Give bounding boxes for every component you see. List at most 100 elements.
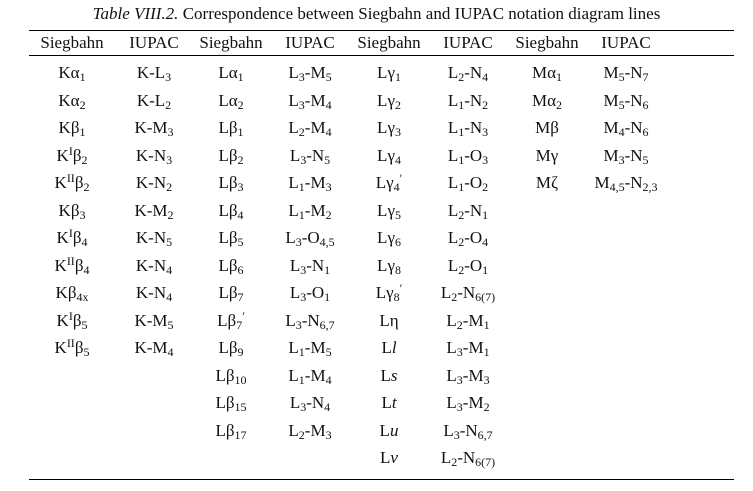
iupac-cell: K-M4 bbox=[134, 338, 174, 359]
column-header-siegbahn: Siegbahn bbox=[515, 33, 579, 52]
header-rule bbox=[29, 55, 734, 56]
siegbahn-cell: Lβ2 bbox=[218, 145, 244, 167]
iupac-cell: L1-N2 bbox=[447, 90, 489, 112]
iupac-cell: K-N2 bbox=[135, 173, 173, 194]
iupac-cell: L1-O3 bbox=[447, 145, 489, 167]
table-caption: Table VIII.2. Correspondence between Sie… bbox=[0, 4, 753, 24]
column-header-siegbahn: Siegbahn bbox=[40, 33, 104, 52]
iupac-cell: L2-M1 bbox=[446, 310, 490, 332]
siegbahn-cell: Lβ10 bbox=[215, 365, 247, 387]
siegbahn-cell: Ll bbox=[381, 338, 397, 357]
siegbahn-cell: Lγ2 bbox=[377, 90, 401, 112]
iupac-cell: L3-N1 bbox=[289, 255, 331, 277]
iupac-cell: M3-N5 bbox=[603, 145, 649, 167]
siegbahn-cell: KIIβ5 bbox=[54, 336, 90, 359]
iupac-cell: K-N5 bbox=[135, 228, 173, 249]
iupac-cell: L3-N4 bbox=[289, 393, 331, 414]
siegbahn-cell: KIIβ4 bbox=[54, 253, 90, 277]
siegbahn-cell: KIIβ2 bbox=[54, 171, 90, 194]
iupac-cell: K-N4 bbox=[135, 255, 173, 277]
siegbahn-cell: Mα1 bbox=[531, 63, 563, 84]
top-rule bbox=[29, 30, 734, 31]
iupac-cell: L2-N1 bbox=[447, 200, 489, 222]
siegbahn-cell: Lβ1 bbox=[218, 118, 244, 139]
siegbahn-cell: Lη bbox=[379, 310, 399, 330]
table-number: Table VIII.2. bbox=[92, 4, 179, 23]
siegbahn-cell: Lβ15 bbox=[215, 393, 247, 414]
siegbahn-cell: Lα2 bbox=[218, 90, 244, 112]
iupac-cell: L1-M5 bbox=[288, 338, 332, 359]
siegbahn-cell: Mβ bbox=[535, 118, 559, 137]
siegbahn-cell: Lγ8′ bbox=[375, 281, 403, 304]
siegbahn-cell: Lβ7′ bbox=[217, 308, 245, 332]
iupac-cell: L3-O4,5 bbox=[285, 228, 335, 249]
iupac-cell: L3-M3 bbox=[446, 365, 490, 387]
siegbahn-cell: KIβ4 bbox=[56, 226, 88, 249]
column-header-siegbahn: Siegbahn bbox=[357, 33, 421, 52]
iupac-cell: L2-O1 bbox=[447, 255, 489, 277]
iupac-cell: L3-M4 bbox=[288, 90, 332, 112]
siegbahn-cell: Lβ6 bbox=[218, 255, 244, 277]
siegbahn-cell: Kα2 bbox=[58, 90, 86, 112]
bottom-rule bbox=[29, 479, 734, 480]
siegbahn-cell: Lβ5 bbox=[218, 228, 244, 249]
siegbahn-cell: KIβ5 bbox=[56, 308, 88, 332]
siegbahn-cell: Mα2 bbox=[531, 90, 563, 112]
column-header-iupac: IUPAC bbox=[285, 33, 335, 52]
siegbahn-cell: Kβ4x bbox=[55, 283, 89, 304]
column-header-iupac: IUPAC bbox=[443, 33, 493, 52]
iupac-cell: M5-N7 bbox=[603, 63, 649, 84]
siegbahn-cell: Lγ1 bbox=[377, 63, 401, 84]
siegbahn-cell: Ls bbox=[380, 365, 398, 385]
iupac-cell: K-M2 bbox=[134, 200, 174, 222]
iupac-cell: L3-M1 bbox=[446, 338, 490, 359]
siegbahn-cell: Lγ6 bbox=[377, 228, 401, 249]
iupac-cell: L1-M2 bbox=[288, 200, 332, 222]
iupac-cell: L2-N4 bbox=[447, 63, 489, 84]
iupac-cell: L1-N3 bbox=[447, 118, 489, 139]
column-header-iupac: IUPAC bbox=[601, 33, 651, 52]
siegbahn-cell: Lα1 bbox=[218, 63, 244, 84]
siegbahn-cell: Lγ4′ bbox=[375, 171, 403, 194]
siegbahn-cell: Kα1 bbox=[58, 63, 86, 84]
iupac-cell: K-N4 bbox=[135, 283, 173, 304]
iupac-cell: L3-N6,7 bbox=[443, 420, 493, 442]
iupac-cell: M4-N6 bbox=[603, 118, 649, 139]
iupac-cell: L3-O1 bbox=[289, 283, 331, 304]
iupac-cell: M5-N6 bbox=[603, 90, 649, 112]
column-header-siegbahn: Siegbahn bbox=[199, 33, 263, 52]
iupac-cell: L2-O4 bbox=[447, 228, 489, 249]
siegbahn-cell: Lγ4 bbox=[377, 145, 401, 167]
siegbahn-cell: Lβ7 bbox=[218, 283, 244, 304]
siegbahn-cell: Lγ8 bbox=[377, 255, 401, 277]
siegbahn-cell: Lt bbox=[381, 393, 397, 412]
column-header-iupac: IUPAC bbox=[129, 33, 179, 52]
iupac-cell: L2-M4 bbox=[288, 118, 332, 139]
siegbahn-cell: KIβ2 bbox=[56, 143, 88, 167]
iupac-cell: L3-M2 bbox=[446, 393, 490, 414]
siegbahn-cell: Kβ3 bbox=[58, 200, 86, 222]
iupac-cell: L1-M4 bbox=[288, 365, 332, 387]
iupac-cell: L3-M5 bbox=[288, 63, 332, 84]
iupac-cell: L3-N6,7 bbox=[285, 310, 335, 332]
table-title: Correspondence between Siegbahn and IUPA… bbox=[178, 4, 661, 23]
siegbahn-cell: Lβ3 bbox=[218, 173, 244, 194]
iupac-cell: K-N3 bbox=[135, 145, 173, 167]
iupac-cell: L2-N6(7) bbox=[440, 283, 496, 304]
siegbahn-cell: Mγ bbox=[535, 145, 559, 165]
iupac-cell: M4,5-N2,3 bbox=[594, 173, 658, 194]
siegbahn-cell: Lu bbox=[379, 420, 399, 440]
siegbahn-cell: Lβ4 bbox=[218, 200, 244, 222]
siegbahn-cell: Lv bbox=[380, 448, 398, 467]
iupac-cell: K-M5 bbox=[134, 310, 174, 332]
siegbahn-cell: Lγ5 bbox=[377, 200, 401, 222]
iupac-cell: L1-O2 bbox=[447, 173, 489, 194]
siegbahn-cell: Kβ1 bbox=[58, 118, 86, 139]
siegbahn-cell: Lγ3 bbox=[377, 118, 401, 139]
iupac-cell: L2-M3 bbox=[288, 420, 332, 442]
siegbahn-cell: Mζ bbox=[535, 173, 559, 192]
iupac-cell: K-L3 bbox=[136, 63, 172, 84]
siegbahn-cell: Lβ9 bbox=[218, 338, 244, 359]
iupac-cell: L3-N5 bbox=[289, 145, 331, 167]
iupac-cell: K-M3 bbox=[134, 118, 174, 139]
